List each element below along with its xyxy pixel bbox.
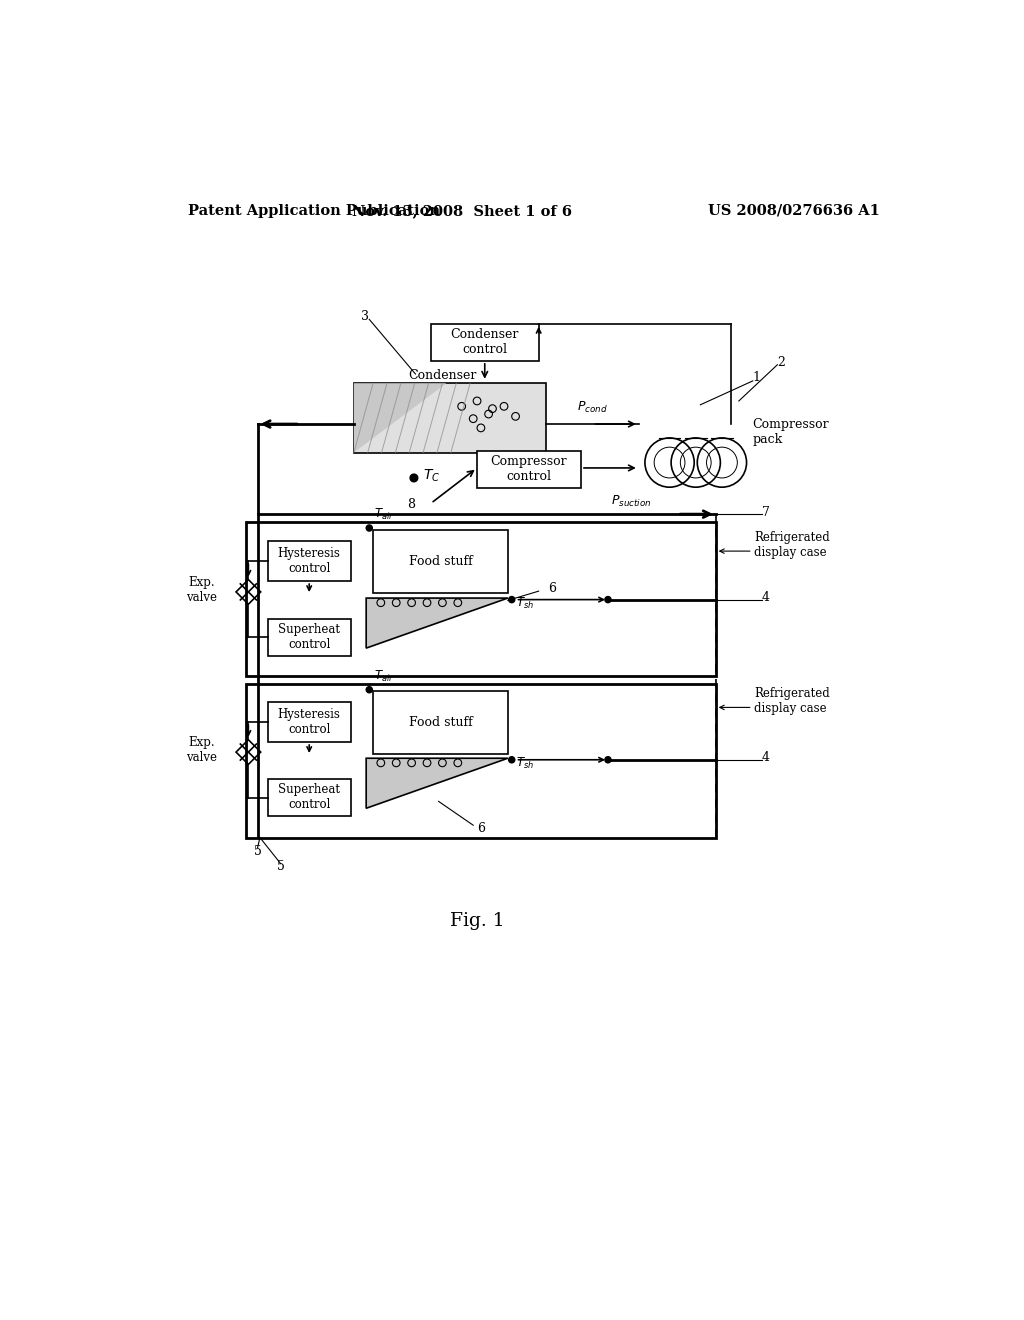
FancyBboxPatch shape [354,383,547,453]
Text: 1: 1 [753,371,761,384]
FancyBboxPatch shape [267,619,351,656]
Text: $T_{air}$: $T_{air}$ [374,507,394,521]
Polygon shape [367,758,508,808]
Text: Superheat
control: Superheat control [279,623,340,651]
FancyBboxPatch shape [373,692,508,755]
Text: $T_{air}$: $T_{air}$ [374,668,394,684]
Circle shape [509,756,515,763]
Text: Hysteresis
control: Hysteresis control [278,546,341,576]
Text: $P_{suction}$: $P_{suction}$ [610,494,651,508]
Text: Food stuff: Food stuff [409,554,472,568]
Text: Hysteresis
control: Hysteresis control [278,708,341,737]
Text: Condenser: Condenser [409,368,476,381]
Text: 6: 6 [549,582,556,594]
FancyBboxPatch shape [246,521,716,676]
Text: 4: 4 [762,751,770,764]
FancyBboxPatch shape [267,702,351,742]
Text: 6: 6 [477,822,485,834]
Text: 3: 3 [361,310,370,323]
Circle shape [367,525,373,531]
Text: Food stuff: Food stuff [409,717,472,730]
Text: Exp.
valve: Exp. valve [186,576,217,603]
FancyBboxPatch shape [477,451,581,488]
Text: 4: 4 [762,591,770,603]
Text: Compressor
pack: Compressor pack [753,417,829,446]
FancyBboxPatch shape [267,541,351,581]
Circle shape [367,686,373,693]
Text: 5: 5 [254,845,261,858]
Text: Exp.
valve: Exp. valve [186,735,217,764]
Polygon shape [354,383,446,453]
Circle shape [605,756,611,763]
Text: Superheat
control: Superheat control [279,784,340,812]
Text: Refrigerated
display case: Refrigerated display case [755,688,830,715]
Text: 8: 8 [408,499,416,511]
FancyBboxPatch shape [246,684,716,838]
Polygon shape [367,598,508,648]
Text: Compressor
control: Compressor control [490,455,567,483]
Circle shape [509,597,515,603]
Text: Condenser
control: Condenser control [451,329,519,356]
FancyBboxPatch shape [431,323,539,360]
Text: $T_{sh}$: $T_{sh}$ [515,756,534,771]
Text: 7: 7 [762,506,770,519]
Text: Patent Application Publication: Patent Application Publication [188,203,440,218]
Text: Nov. 13, 2008  Sheet 1 of 6: Nov. 13, 2008 Sheet 1 of 6 [351,203,571,218]
Text: $T_{sh}$: $T_{sh}$ [515,595,534,611]
Text: Refrigerated
display case: Refrigerated display case [755,531,830,558]
Text: $T_C$: $T_C$ [423,467,440,484]
Text: $P_{cond}$: $P_{cond}$ [578,400,608,414]
Text: Fig. 1: Fig. 1 [450,912,505,929]
Circle shape [605,597,611,603]
Text: US 2008/0276636 A1: US 2008/0276636 A1 [708,203,880,218]
Text: 2: 2 [777,356,785,370]
Text: 5: 5 [276,861,285,874]
FancyBboxPatch shape [267,779,351,816]
Circle shape [410,474,418,482]
FancyBboxPatch shape [373,529,508,593]
